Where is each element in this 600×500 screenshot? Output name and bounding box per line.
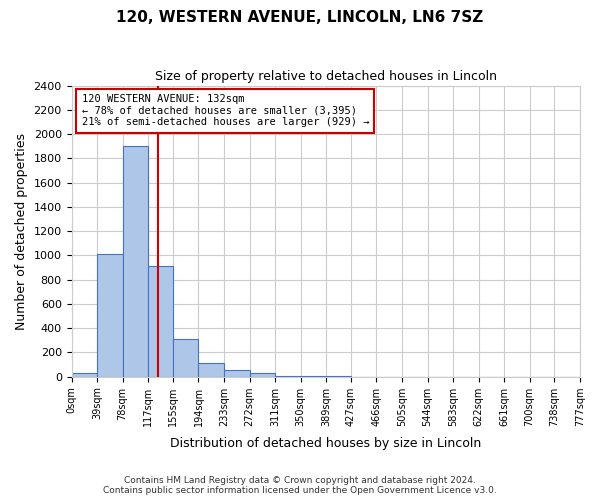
Bar — [224, 370, 250, 376]
Bar — [250, 373, 275, 376]
Title: Size of property relative to detached houses in Lincoln: Size of property relative to detached ho… — [155, 70, 497, 83]
Text: Contains HM Land Registry data © Crown copyright and database right 2024.
Contai: Contains HM Land Registry data © Crown c… — [103, 476, 497, 495]
Bar — [97, 254, 122, 376]
Bar — [173, 339, 199, 376]
Bar — [122, 146, 148, 376]
Bar — [199, 364, 224, 376]
Y-axis label: Number of detached properties: Number of detached properties — [15, 132, 28, 330]
Text: 120, WESTERN AVENUE, LINCOLN, LN6 7SZ: 120, WESTERN AVENUE, LINCOLN, LN6 7SZ — [116, 10, 484, 25]
Bar — [148, 266, 173, 376]
Bar — [71, 373, 97, 376]
X-axis label: Distribution of detached houses by size in Lincoln: Distribution of detached houses by size … — [170, 437, 481, 450]
Text: 120 WESTERN AVENUE: 132sqm
← 78% of detached houses are smaller (3,395)
21% of s: 120 WESTERN AVENUE: 132sqm ← 78% of deta… — [82, 94, 369, 128]
